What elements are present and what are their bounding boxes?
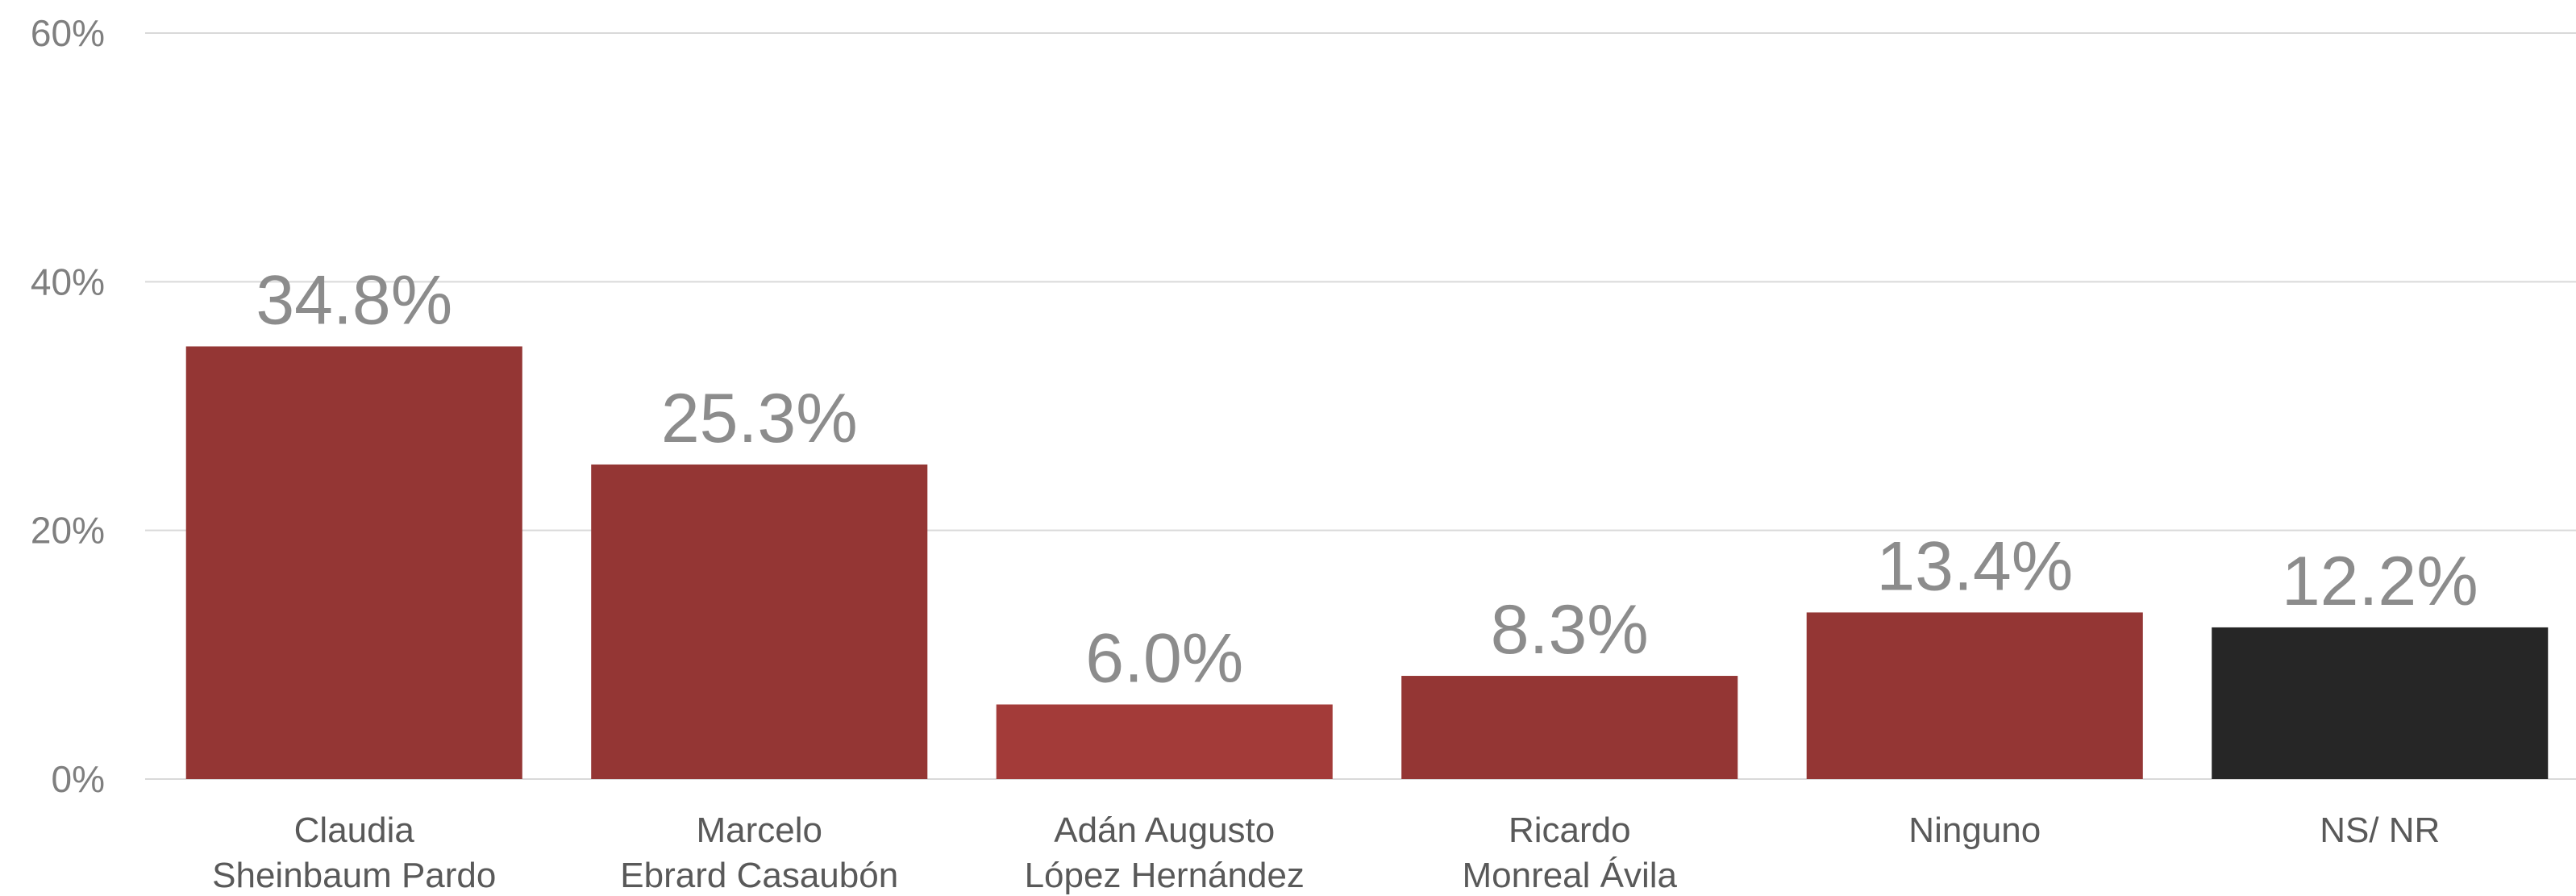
data-label: 8.3% — [1491, 591, 1649, 669]
data-label: 25.3% — [661, 380, 858, 457]
bar — [1806, 612, 2143, 779]
x-tick-label: Monreal Ávila — [1462, 856, 1677, 895]
y-axis-ticks: 0% 20% 40% 60% — [31, 12, 105, 800]
y-tick-label: 0% — [52, 758, 105, 800]
x-tick-label: Marcelo — [697, 811, 823, 850]
data-label: 13.4% — [1876, 527, 2073, 605]
x-tick-label: Ninguno — [1908, 811, 2041, 850]
data-label: 12.2% — [2282, 543, 2478, 620]
bar — [996, 704, 1333, 779]
x-tick-label: López Hernández — [1025, 856, 1305, 895]
x-tick-label: Claudia — [294, 811, 415, 850]
data-label: 6.0% — [1085, 620, 1243, 698]
data-labels: 34.8% 25.3% 6.0% 8.3% 13.4% 12.2% — [256, 262, 2478, 698]
gridlines — [145, 32, 2576, 780]
bar — [1401, 676, 1738, 779]
bars — [185, 346, 2549, 779]
x-tick-label: NS/ NR — [2320, 811, 2440, 850]
bar — [2212, 627, 2549, 779]
x-tick-label: Ricardo — [1509, 811, 1631, 850]
y-tick-label: 20% — [31, 510, 105, 552]
y-tick-label: 40% — [31, 260, 105, 302]
y-tick-label: 60% — [31, 12, 105, 54]
x-tick-label: Adán Augusto — [1054, 811, 1275, 850]
bar — [591, 464, 928, 779]
x-tick-label: Ebrard Casaubón — [620, 856, 898, 895]
data-label: 34.8% — [256, 262, 452, 340]
x-tick-label: Sheinbaum Pardo — [212, 856, 496, 895]
x-axis-ticks: Claudia Sheinbaum Pardo Marcelo Ebrard Casa… — [212, 811, 2440, 895]
bar — [185, 346, 522, 779]
